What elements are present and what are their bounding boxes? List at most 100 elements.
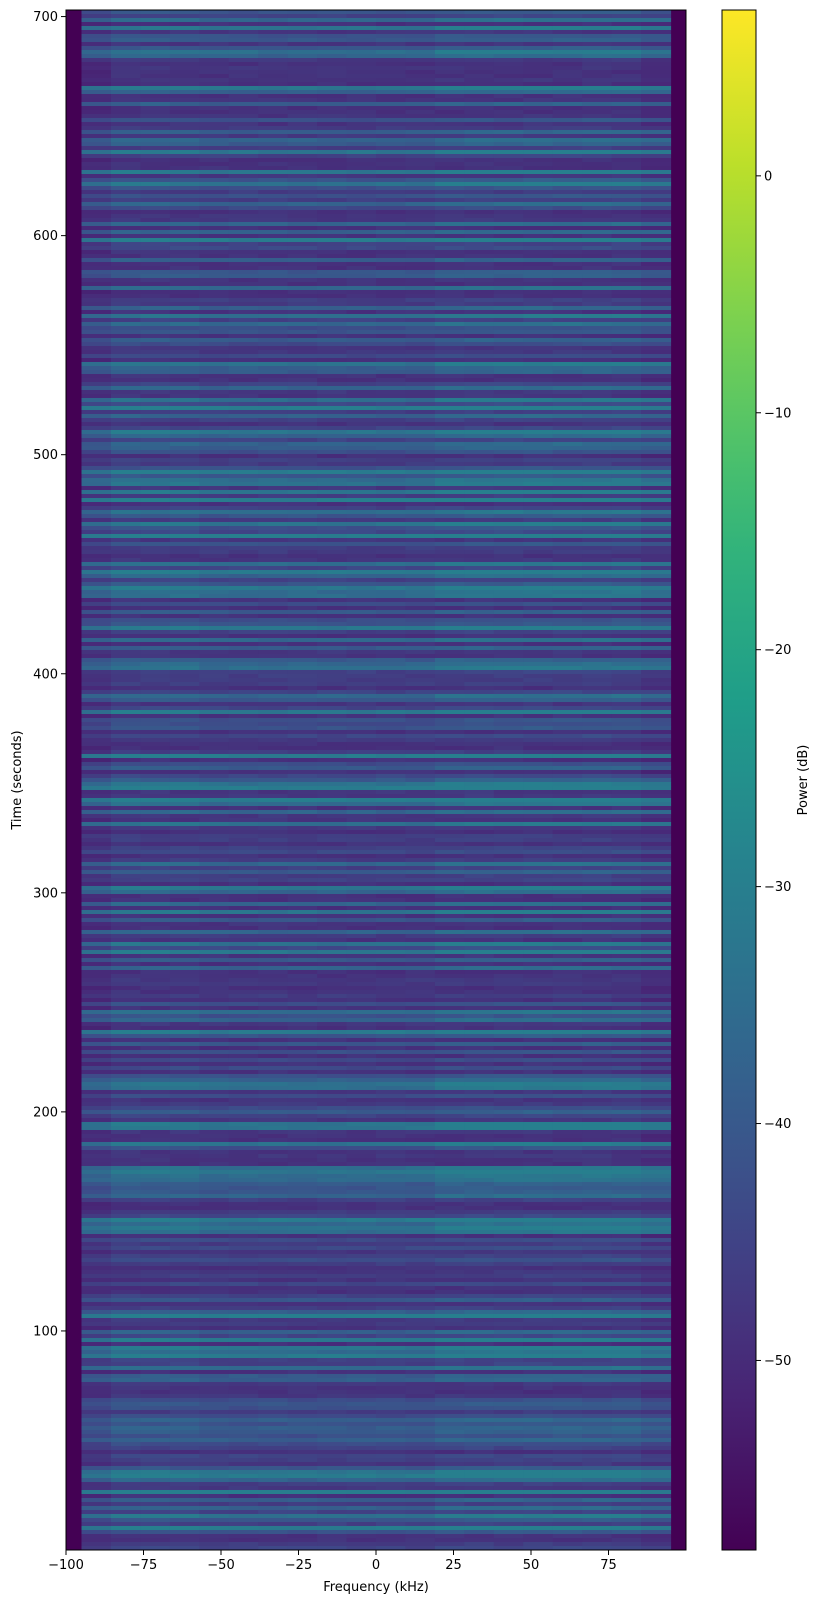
heatmap-cell — [169, 918, 200, 923]
heatmap-cell — [81, 210, 112, 215]
heatmap-cell — [317, 298, 348, 303]
heatmap-cell — [434, 646, 465, 651]
heatmap-cell — [464, 22, 495, 27]
heatmap-cell — [405, 526, 436, 531]
heatmap-cell — [493, 334, 524, 339]
heatmap-cell — [493, 738, 524, 743]
heatmap-cell — [523, 846, 554, 851]
heatmap-cell — [81, 694, 112, 699]
heatmap-cell — [552, 142, 583, 147]
heatmap-cell — [81, 474, 112, 479]
heatmap-cell — [493, 490, 524, 495]
heatmap-cell — [641, 218, 672, 223]
heatmap-cell — [641, 670, 672, 675]
heatmap-cell — [552, 518, 583, 523]
heatmap-cell — [140, 634, 171, 639]
heatmap-cell — [228, 750, 259, 755]
heatmap-cell — [582, 202, 613, 207]
heatmap-cell — [140, 582, 171, 587]
heatmap-cell — [199, 310, 230, 315]
heatmap-cell — [287, 70, 318, 75]
heatmap-cell — [140, 922, 171, 927]
heatmap-cell — [169, 26, 200, 31]
heatmap-cell — [464, 198, 495, 203]
heatmap-cell — [376, 178, 407, 183]
heatmap-cell — [493, 910, 524, 915]
heatmap-cell — [434, 202, 465, 207]
heatmap-cell — [493, 822, 524, 827]
heatmap-cell — [169, 354, 200, 359]
heatmap-cell — [346, 910, 377, 915]
heatmap-cell — [434, 842, 465, 847]
heatmap-cell — [317, 326, 348, 331]
heatmap-cell — [287, 462, 318, 467]
heatmap-cell — [110, 878, 141, 883]
heatmap-cell — [228, 538, 259, 543]
heatmap-cell — [287, 882, 318, 887]
heatmap-cell — [523, 718, 554, 723]
heatmap-cell — [199, 158, 230, 163]
heatmap-cell — [140, 890, 171, 895]
heatmap-cell — [317, 618, 348, 623]
heatmap-cell — [287, 18, 318, 23]
heatmap-cell — [464, 318, 495, 323]
heatmap-cell — [464, 190, 495, 195]
heatmap-cell — [317, 230, 348, 235]
heatmap-cell — [493, 110, 524, 115]
heatmap-cell — [258, 630, 289, 635]
heatmap-cell — [169, 326, 200, 331]
heatmap-cell — [140, 66, 171, 71]
heatmap-cell — [228, 498, 259, 503]
heatmap-cell — [552, 86, 583, 91]
heatmap-cell — [317, 282, 348, 287]
heatmap-cell — [641, 746, 672, 751]
heatmap-cell — [434, 334, 465, 339]
heatmap-cell — [552, 174, 583, 179]
heatmap-cell — [346, 538, 377, 543]
heatmap-cell — [405, 454, 436, 459]
heatmap-cell — [405, 734, 436, 739]
heatmap-cell — [140, 698, 171, 703]
heatmap-cell — [169, 78, 200, 83]
heatmap-cell — [523, 734, 554, 739]
heatmap-cell — [611, 426, 642, 431]
heatmap-cell — [258, 306, 289, 311]
heatmap-cell — [258, 938, 289, 943]
heatmap-cell — [523, 698, 554, 703]
heatmap-cell — [611, 422, 642, 427]
heatmap-cell — [464, 26, 495, 31]
heatmap-cell — [641, 198, 672, 203]
heatmap-cell — [523, 178, 554, 183]
heatmap-cell — [287, 926, 318, 931]
heatmap-cell — [641, 586, 672, 591]
heatmap-cell — [169, 378, 200, 383]
heatmap-cell — [464, 670, 495, 675]
heatmap-cell — [110, 738, 141, 743]
heatmap-cell — [287, 382, 318, 387]
heatmap-cell — [346, 30, 377, 35]
heatmap-cell — [81, 234, 112, 239]
heatmap-cell — [523, 902, 554, 907]
heatmap-cell — [110, 650, 141, 655]
heatmap-cell — [611, 70, 642, 75]
heatmap-cell — [140, 30, 171, 35]
heatmap-cell — [346, 674, 377, 679]
heatmap-cell — [405, 686, 436, 691]
heatmap-cell — [493, 62, 524, 67]
heatmap-cell — [199, 630, 230, 635]
heatmap-cell — [552, 634, 583, 639]
heatmap-cell — [110, 706, 141, 711]
heatmap-cell — [434, 966, 465, 971]
heatmap-cell — [317, 730, 348, 735]
heatmap-cell — [405, 954, 436, 959]
heatmap-cell — [110, 850, 141, 855]
heatmap-cell — [611, 898, 642, 903]
heatmap-cell — [611, 166, 642, 171]
heatmap-cell — [199, 746, 230, 751]
heatmap-cell — [376, 294, 407, 299]
heatmap-cell — [405, 970, 436, 975]
heatmap-cell — [81, 714, 112, 719]
heatmap-cell — [287, 98, 318, 103]
heatmap-cell — [140, 22, 171, 27]
heatmap-cell — [493, 374, 524, 379]
